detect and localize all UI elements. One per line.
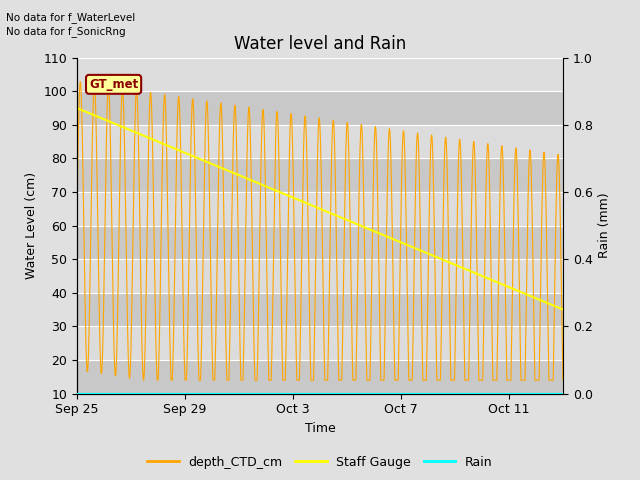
depth_CTD_cm bbox=[390, 294, 397, 300]
Staff Gauge bbox=[365, 226, 372, 232]
depth_CTD_cm bbox=[76, 79, 84, 84]
Text: No data for f_WaterLevel: No data for f_WaterLevel bbox=[6, 12, 136, 23]
depth_CTD_cm bbox=[365, 377, 372, 383]
depth_CTD_cm bbox=[473, 260, 481, 265]
Y-axis label: Water Level (cm): Water Level (cm) bbox=[25, 172, 38, 279]
Rain bbox=[473, 391, 481, 396]
Bar bbox=[77, 326, 563, 360]
Rain bbox=[389, 391, 397, 396]
Bar bbox=[77, 192, 563, 226]
Rain bbox=[161, 391, 169, 396]
Staff Gauge bbox=[389, 236, 397, 242]
Rain bbox=[73, 391, 81, 396]
Bar bbox=[77, 360, 563, 394]
depth_CTD_cm bbox=[140, 377, 147, 383]
Bar bbox=[77, 259, 563, 293]
Staff Gauge bbox=[559, 307, 567, 312]
X-axis label: Time: Time bbox=[305, 422, 335, 435]
Staff Gauge bbox=[259, 182, 266, 188]
Legend: depth_CTD_cm, Staff Gauge, Rain: depth_CTD_cm, Staff Gauge, Rain bbox=[142, 451, 498, 474]
depth_CTD_cm bbox=[259, 107, 267, 113]
depth_CTD_cm bbox=[559, 377, 567, 383]
depth_CTD_cm bbox=[161, 99, 169, 105]
Title: Water level and Rain: Water level and Rain bbox=[234, 35, 406, 53]
Text: GT_met: GT_met bbox=[89, 78, 138, 91]
depth_CTD_cm bbox=[436, 377, 444, 383]
Y-axis label: Rain (mm): Rain (mm) bbox=[598, 193, 611, 258]
Staff Gauge bbox=[73, 105, 81, 111]
Text: No data for f_SonicRng: No data for f_SonicRng bbox=[6, 26, 126, 37]
Line: depth_CTD_cm: depth_CTD_cm bbox=[77, 82, 563, 380]
Bar bbox=[77, 58, 563, 91]
Rain bbox=[259, 391, 266, 396]
Rain bbox=[365, 391, 372, 396]
Rain bbox=[559, 391, 567, 396]
Staff Gauge bbox=[473, 271, 481, 276]
Line: Staff Gauge: Staff Gauge bbox=[77, 108, 563, 310]
Bar bbox=[77, 293, 563, 326]
Bar bbox=[77, 125, 563, 158]
Bar bbox=[77, 226, 563, 259]
depth_CTD_cm bbox=[73, 223, 81, 228]
Bar bbox=[77, 91, 563, 125]
Staff Gauge bbox=[161, 142, 169, 147]
Bar bbox=[77, 158, 563, 192]
Rain bbox=[436, 391, 444, 396]
Staff Gauge bbox=[436, 255, 444, 261]
